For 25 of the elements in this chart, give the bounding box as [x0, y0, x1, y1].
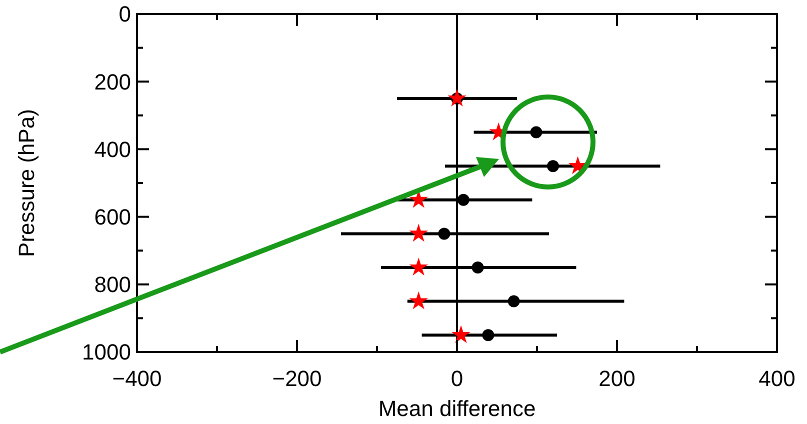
point: [508, 295, 520, 308]
point: [482, 329, 494, 342]
x-tick-label: −400: [112, 366, 162, 391]
point: [530, 126, 542, 138]
y-tick-label: 0: [118, 2, 131, 27]
x-tick-label: 0: [450, 366, 464, 391]
point: [457, 194, 470, 206]
y-tick-label: 800: [94, 272, 131, 298]
point: [448, 88, 466, 107]
y-tick-label: 200: [94, 69, 131, 94]
y-tick-label: 1000: [82, 340, 131, 365]
point: [547, 160, 559, 172]
x-tick-label: −200: [272, 366, 322, 391]
y-axis-title: Pressure (hPa): [14, 109, 39, 257]
point: [472, 262, 484, 274]
point: [438, 228, 450, 240]
point: [452, 325, 470, 344]
point: [409, 224, 428, 242]
y-tick-label: 400: [94, 136, 131, 162]
x-axis-title: Mean difference: [378, 396, 536, 421]
point: [409, 291, 428, 310]
x-tick-label: 400: [758, 366, 796, 391]
point: [409, 258, 428, 276]
y-tick-label: 600: [94, 204, 131, 230]
x-tick-label: 200: [598, 366, 636, 391]
